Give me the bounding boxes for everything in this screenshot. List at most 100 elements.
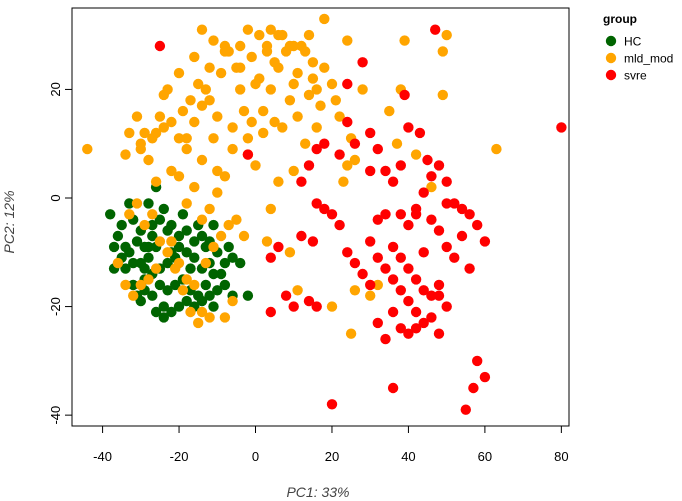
point-svre-48: [395, 252, 406, 263]
point-mld_mod-19: [196, 100, 208, 111]
point-svre-26: [479, 236, 491, 247]
x-axis-title: PC1: 33%: [286, 484, 349, 500]
point-svre-31: [395, 285, 406, 296]
point-mld_mod-10: [158, 122, 169, 133]
point-svre-35: [426, 290, 437, 301]
point-mld_mod-15: [181, 143, 192, 155]
point-mld_mod-122: [265, 203, 276, 215]
point-HC-69: [162, 225, 173, 236]
point-mld_mod-102: [128, 290, 139, 301]
point-mld_mod-149: [330, 95, 341, 106]
point-mld_mod-17: [189, 116, 200, 128]
point-mld_mod-20: [200, 84, 211, 95]
point-HC-12: [147, 230, 158, 242]
x-axis: -40 -20 0 20 40 60 80: [93, 426, 569, 464]
point-svre-1: [242, 149, 254, 160]
point-mld_mod-6: [143, 154, 154, 166]
point-HC-49: [181, 295, 192, 307]
point-svre-56: [433, 160, 445, 171]
point-mld_mod-114: [193, 317, 204, 329]
point-mld_mod-54: [219, 46, 231, 57]
point-HC-27: [189, 252, 200, 263]
point-mld_mod-127: [365, 290, 376, 301]
point-HC-39: [170, 279, 181, 291]
point-svre-83: [273, 241, 284, 253]
point-mld_mod-143: [173, 67, 185, 79]
point-mld_mod-141: [242, 24, 254, 35]
point-svre-79: [280, 290, 292, 301]
point-HC-14: [143, 252, 154, 263]
point-mld_mod-85: [173, 171, 185, 182]
point-HC-77: [242, 290, 254, 301]
point-svre-82: [265, 252, 276, 263]
point-mld_mod-23: [212, 111, 223, 122]
point-mld_mod-120: [238, 230, 250, 242]
point-mld_mod-147: [273, 29, 284, 41]
legend-title: group: [603, 12, 637, 26]
point-svre-93: [372, 214, 383, 225]
point-HC-53: [212, 285, 223, 296]
point-mld_mod-16: [185, 95, 196, 106]
point-mld_mod-65: [311, 84, 322, 95]
point-svre-32: [403, 295, 414, 307]
point-svre-54: [414, 127, 426, 139]
point-svre-38: [349, 257, 361, 269]
point-mld_mod-152: [288, 165, 299, 177]
legend-swatch-mld_mod: [605, 52, 617, 64]
point-mld_mod-153: [219, 171, 231, 182]
point-svre-43: [326, 209, 338, 220]
point-mld_mod-48: [307, 73, 319, 84]
point-HC-31: [219, 257, 231, 269]
legend-swatch-HC: [605, 35, 617, 47]
point-mld_mod-142: [189, 51, 200, 63]
point-svre-27: [365, 236, 376, 247]
point-mld_mod-116: [208, 241, 219, 253]
x-tick-label-5: 60: [478, 449, 492, 464]
point-mld_mod-50: [315, 100, 326, 111]
point-svre-65: [387, 382, 399, 394]
point-mld_mod-35: [258, 105, 269, 117]
point-svre-72: [426, 312, 437, 323]
point-HC-35: [200, 279, 211, 291]
point-mld_mod-111: [170, 263, 181, 274]
point-HC-6: [108, 241, 120, 253]
point-mld_mod-79: [437, 46, 448, 57]
point-svre-62: [479, 371, 491, 383]
point-mld_mod-63: [292, 67, 303, 79]
point-svre-55: [422, 154, 433, 166]
point-mld_mod-133: [212, 165, 223, 177]
point-svre-63: [468, 382, 479, 394]
point-mld_mod-60: [269, 57, 280, 68]
point-mld_mod-123: [284, 247, 296, 258]
point-mld_mod-13: [173, 133, 185, 144]
point-svre-64: [460, 404, 471, 415]
point-svre-66: [326, 399, 338, 410]
point-mld_mod-8: [150, 176, 162, 187]
point-svre-60: [464, 263, 475, 274]
point-mld_mod-37: [265, 84, 276, 95]
point-mld_mod-58: [265, 24, 276, 35]
point-mld_mod-59: [261, 46, 273, 57]
point-svre-77: [265, 306, 276, 318]
point-mld_mod-49: [311, 122, 322, 133]
point-HC-51: [196, 295, 208, 307]
point-mld_mod-57: [254, 29, 265, 41]
point-svre-76: [430, 24, 441, 35]
point-mld_mod-87: [189, 181, 200, 193]
point-svre-50: [410, 274, 422, 285]
point-svre-85: [307, 236, 319, 247]
point-svre-30: [387, 274, 399, 285]
point-svre-2: [357, 57, 368, 68]
point-svre-28: [372, 252, 383, 263]
point-HC-9: [131, 236, 143, 247]
point-svre-90: [410, 209, 422, 220]
point-svre-42: [334, 219, 345, 231]
y-axis-title: PC2: 12%: [1, 190, 17, 253]
point-svre-0: [154, 40, 166, 52]
point-HC-45: [135, 295, 146, 307]
point-mld_mod-150: [357, 84, 368, 95]
point-HC-41: [154, 279, 166, 291]
point-svre-59: [456, 203, 468, 215]
point-HC-68: [177, 209, 189, 220]
